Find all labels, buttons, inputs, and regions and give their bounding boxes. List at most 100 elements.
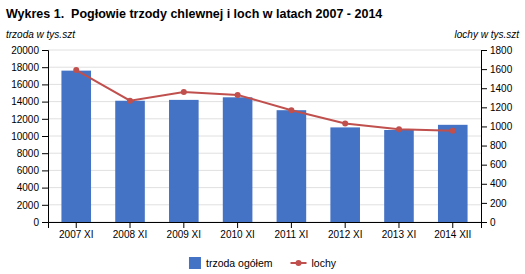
tick: 20000 (11, 45, 48, 56)
y2-axis-title: lochy w tys.szt (455, 29, 521, 40)
bar (169, 100, 199, 222)
tick-label: 2000 (17, 200, 40, 211)
tick: 2000 (17, 200, 48, 211)
bar (330, 127, 360, 222)
marker (73, 67, 79, 73)
tick-mark (481, 107, 487, 108)
tick: 8000 (17, 148, 48, 159)
grid (48, 50, 481, 222)
tick-label: 4000 (17, 182, 40, 193)
tick: 2011 XI (275, 222, 309, 240)
x-axis: 2007 XI 2008 XI 2009 XI 2010 XI 2011 XI 2012 … (49, 222, 482, 240)
tick-label: 1600 (490, 64, 513, 75)
line (76, 70, 453, 131)
tick: 12000 (11, 114, 48, 125)
tick-label: 2008 XI (113, 229, 147, 240)
tick-mark (42, 102, 48, 103)
tick-mark (183, 222, 184, 228)
tick-label: 2014 XII (434, 229, 471, 240)
tick-mark (42, 153, 48, 154)
tick: 16000 (11, 79, 48, 90)
grid-line (48, 67, 481, 68)
tick-label: 20000 (11, 45, 39, 56)
tick-mark (291, 222, 292, 228)
tick-mark (42, 188, 48, 189)
grid-line (48, 84, 481, 85)
tick-label: 1400 (490, 83, 513, 94)
tick-label: 2013 XI (382, 229, 416, 240)
tick: 2013 XI (382, 222, 416, 240)
grid-line (48, 187, 481, 188)
tick: 2008 XI (113, 222, 147, 240)
tick-mark (398, 222, 399, 228)
tick-mark (481, 146, 487, 147)
tick-label: 18000 (11, 62, 39, 73)
tick: 0 (481, 217, 496, 228)
marker (181, 89, 187, 95)
legend-label: lochy (312, 257, 337, 269)
tick: 1800 (481, 45, 513, 56)
bar (223, 97, 253, 222)
bar (115, 101, 145, 222)
tick-label: 10000 (11, 131, 39, 142)
line-series (73, 67, 456, 134)
tick-mark (42, 67, 48, 68)
tick-mark (42, 170, 48, 171)
marker (396, 126, 402, 132)
tick-mark (237, 222, 238, 228)
tick: 1200 (481, 102, 513, 113)
tick: 10000 (11, 131, 48, 142)
tick-mark (481, 222, 487, 223)
axis-line (49, 223, 482, 229)
bar (384, 130, 414, 222)
title: Wykres 1. Pogłowie trzody chlewnej i loc… (6, 7, 382, 21)
tick: 0 (33, 217, 48, 228)
legend-label: trzoda ogółem (206, 257, 273, 269)
tick-mark (42, 205, 48, 206)
grid-line (48, 118, 481, 119)
marker (288, 107, 294, 113)
tick-mark (345, 222, 346, 228)
legend-item: trzoda ogółem (189, 257, 273, 269)
grid-line (48, 136, 481, 137)
tick: 1400 (481, 83, 513, 94)
tick: 2010 XI (220, 222, 254, 240)
tick: 2012 XI (328, 222, 362, 240)
grid-line (48, 50, 481, 51)
grid-line (48, 204, 481, 205)
tick: 2009 XI (167, 222, 201, 240)
tick: 4000 (17, 182, 48, 193)
tick-mark (481, 165, 487, 166)
tick-label: 2010 XI (220, 229, 254, 240)
marker (342, 121, 348, 127)
tick-label: 0 (33, 217, 39, 228)
tick: 2014 XII (434, 222, 471, 240)
tick: 6000 (17, 165, 48, 176)
axis-line (482, 51, 488, 223)
tick-label: 600 (490, 159, 507, 170)
legend-item: lochy (291, 257, 337, 269)
bar (438, 125, 468, 222)
chart: 2007 XI 2008 XI 2009 XI 2010 XI 2011 XI 2012 … (0, 0, 525, 274)
marker (127, 98, 133, 104)
bar (277, 110, 307, 222)
tick-label: 2007 XI (59, 229, 93, 240)
tick-label: 200 (490, 198, 507, 209)
tick-mark (42, 50, 48, 51)
tick-label: 1000 (490, 121, 513, 132)
tick-label: 2012 XI (328, 229, 362, 240)
grid-line (48, 170, 481, 171)
tick: 600 (481, 159, 507, 170)
tick: 400 (481, 178, 507, 189)
bar-series (61, 71, 467, 222)
tick-mark (130, 222, 131, 228)
y2-axis: 0 200 400 600 800 1000 1200 1400 1600 1800 (481, 45, 513, 228)
tick-label: 6000 (17, 165, 40, 176)
tick-mark (42, 119, 48, 120)
tick-label: 0 (490, 217, 496, 228)
legend-marker (296, 260, 302, 266)
tick-label: 800 (490, 140, 507, 151)
marks (61, 67, 467, 222)
tick-label: 16000 (11, 79, 39, 90)
tick-mark (42, 136, 48, 137)
